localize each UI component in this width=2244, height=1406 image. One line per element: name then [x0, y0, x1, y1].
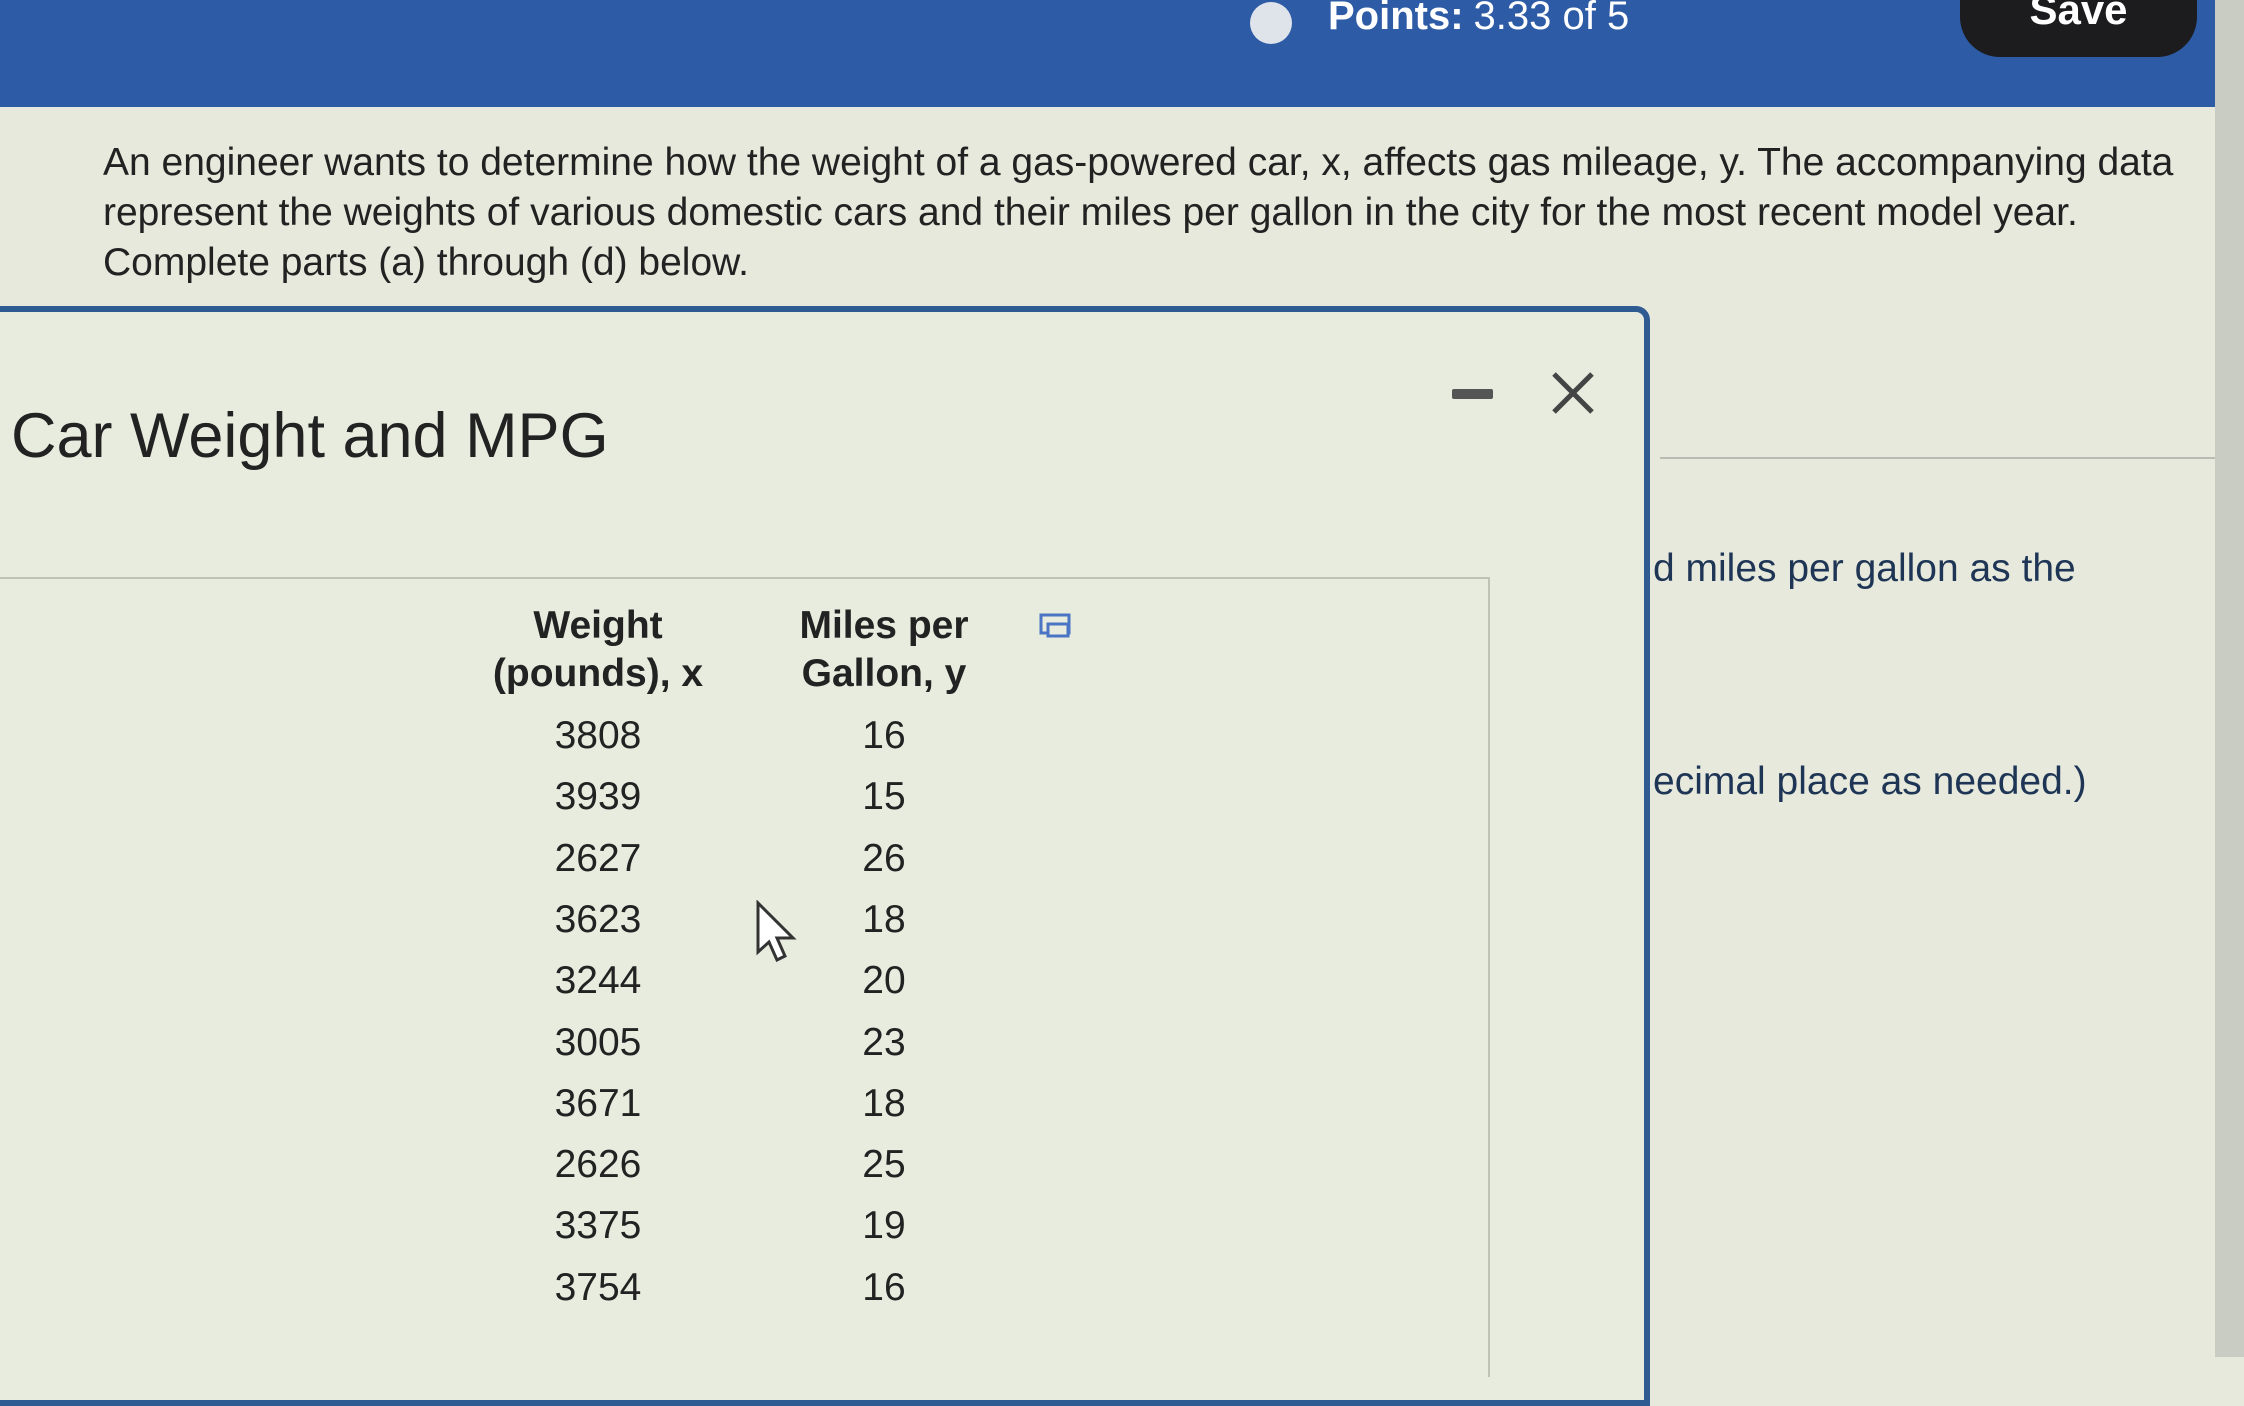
table-cell: 19 — [862, 1204, 906, 1248]
column-header: (pounds), x — [492, 652, 704, 695]
table-cell: 25 — [862, 1143, 906, 1187]
table-cell: 3754 — [554, 1265, 642, 1309]
table-cell: 3244 — [554, 959, 642, 1003]
question-text: An engineer wants to determine how the w… — [103, 141, 2174, 284]
table-cell: 26 — [862, 836, 906, 880]
column-header: Miles per — [799, 604, 969, 647]
answer-fragment: d miles per gallon as the — [1653, 547, 2076, 590]
points-value: 3.33 of 5 — [1473, 0, 1630, 38]
points-icon — [1250, 2, 1292, 44]
column-header: Gallon, y — [801, 652, 967, 695]
table-cell: 3671 — [554, 1081, 642, 1125]
table-cell: 16 — [862, 1265, 906, 1309]
table-cell: 20 — [862, 959, 906, 1003]
table-cell: 23 — [862, 1020, 906, 1064]
table-cell: 3005 — [554, 1020, 642, 1064]
save-button[interactable]: Save — [1960, 0, 2197, 57]
copy-icon[interactable] — [1038, 612, 1076, 642]
divider — [1660, 457, 2215, 459]
minimize-button[interactable] — [1452, 389, 1493, 399]
close-button[interactable] — [1550, 370, 1596, 416]
table-cell: 18 — [862, 1081, 906, 1125]
points-label: Points: — [1328, 0, 1464, 38]
table-cell: 3623 — [554, 897, 642, 941]
table-cell: 18 — [862, 897, 906, 941]
table-cell: 3808 — [554, 714, 642, 757]
answer-fragment: ecimal place as needed.) — [1653, 760, 2087, 803]
screen-edge — [2215, 0, 2244, 1357]
points: Points: 3.33 of 5 — [1328, 0, 1629, 39]
table-cell: 2626 — [554, 1143, 642, 1187]
popup-title: Car Weight and MPG — [11, 401, 609, 471]
table-cell: 3375 — [554, 1204, 642, 1248]
table-box — [0, 577, 1490, 1377]
mouse-cursor — [756, 900, 797, 962]
top-bar — [0, 0, 2215, 107]
table-cell: 16 — [862, 714, 906, 757]
column-header: Weight — [533, 604, 663, 647]
table-cell: 3939 — [554, 775, 642, 819]
table-cell: 15 — [862, 775, 906, 819]
table-cell: 2627 — [554, 836, 642, 880]
data-popup — [0, 306, 1650, 1406]
